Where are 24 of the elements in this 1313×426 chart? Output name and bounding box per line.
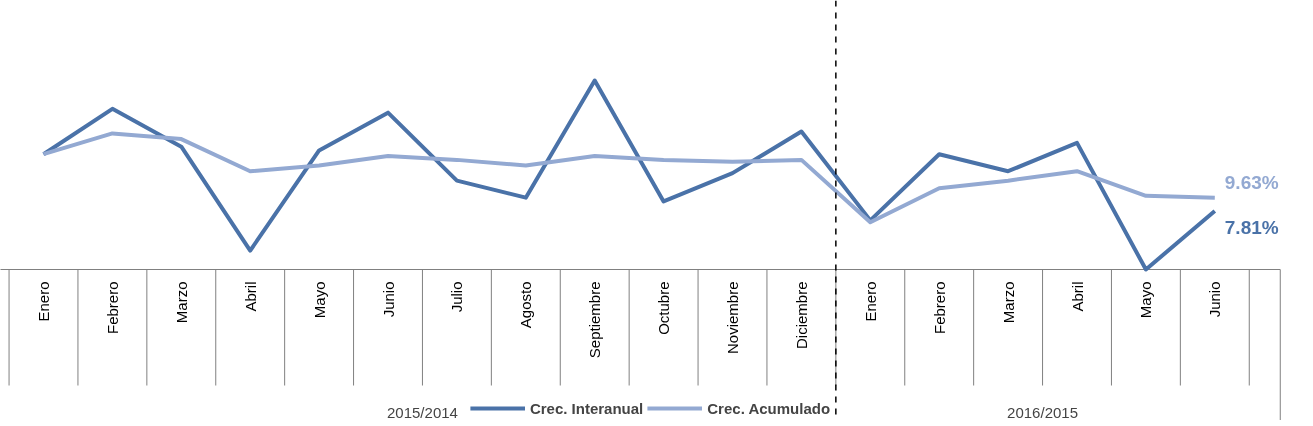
legend-label: Crec. Acumulado [707,399,831,417]
x-tick-label: Marzo [172,281,190,324]
x-tick-label: Febrero [103,281,121,335]
x-tick-label: Enero [35,281,52,322]
x-tick-label: Diciembre [792,281,810,350]
annotation: 9.63% [1224,171,1279,193]
x-tick-label: Junio [379,281,397,318]
x-tick-label: Junio [1206,281,1224,318]
text: 2016/2015 [1007,404,1078,421]
x-tick-label: Enero [861,281,879,322]
x-tick-label: Mayo [1137,281,1155,319]
x-tick-label: Noviembre [724,281,741,355]
x-tick-label: Marzo [999,281,1017,324]
annotation: 7.81% [1224,216,1279,238]
x-tick-label: Mayo [310,281,328,319]
text: 2015/2014 [387,404,458,421]
x-tick-label: Abril [1068,281,1086,312]
x-tick-label: Febrero [930,281,948,335]
x-tick-label: Abril [241,281,259,312]
x-tick-label: Septiembre [586,281,604,359]
legend-label: Crec. Interanual [529,399,644,417]
x-tick-label: Agosto [517,281,535,329]
x-tick-label: Julio [448,281,466,313]
x-tick-label: Octubre [655,281,673,335]
